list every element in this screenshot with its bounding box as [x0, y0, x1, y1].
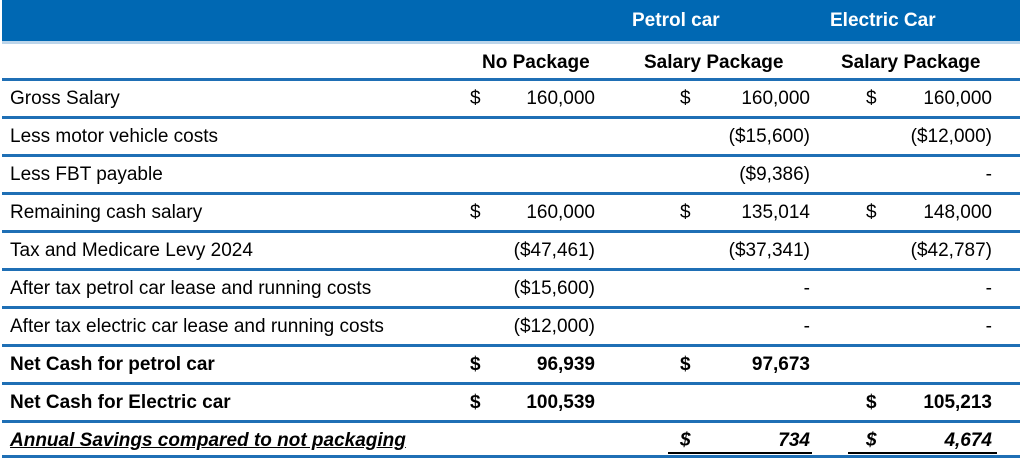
petrol-value: ($9,386): [739, 164, 810, 185]
petrol-value: -: [803, 278, 810, 299]
no-package-currency: $: [470, 354, 481, 375]
electric-currency: $: [866, 202, 877, 223]
electric-value: -: [985, 316, 992, 337]
table-row: Less FBT payable ($9,386) -: [2, 154, 1020, 192]
row-label: Tax and Medicare Levy 2024: [10, 240, 253, 261]
row-label: Less motor vehicle costs: [10, 126, 219, 147]
no-package-value: 96,939: [536, 354, 595, 375]
electric-value: 4,674: [944, 430, 992, 451]
no-package-currency: $: [470, 202, 481, 223]
subheader-petrol-salary-package: Salary Package: [644, 52, 784, 73]
row-label: Annual Savings compared to not packaging: [10, 430, 406, 451]
row-label: After tax electric car lease and running…: [10, 316, 384, 337]
petrol-currency: $: [680, 430, 691, 451]
electric-value: 148,000: [923, 202, 992, 223]
total-underline: [668, 452, 812, 454]
no-package-currency: $: [470, 88, 481, 109]
subheader-electric-salary-package: Salary Package: [841, 52, 981, 73]
petrol-value: 97,673: [751, 354, 810, 375]
no-package-currency: $: [470, 392, 481, 413]
petrol-value: -: [803, 316, 810, 337]
row-label: After tax petrol car lease and running c…: [10, 278, 372, 299]
petrol-value: ($15,600): [728, 126, 810, 147]
no-package-value: 100,539: [526, 392, 595, 413]
table-row: Tax and Medicare Levy 2024 ($47,461) ($37,…: [2, 230, 1020, 268]
no-package-value: ($47,461): [513, 240, 595, 261]
table-row: After tax petrol car lease and running c…: [2, 268, 1020, 306]
header-electric-car: Electric Car: [830, 10, 936, 31]
electric-value: ($42,787): [910, 240, 992, 261]
no-package-value: 160,000: [526, 88, 595, 109]
electric-currency: $: [866, 430, 877, 451]
electric-value: -: [985, 278, 992, 299]
electric-currency: $: [866, 88, 877, 109]
petrol-currency: $: [680, 88, 691, 109]
table-row: Net Cash for Electric car $100,539 $105,21…: [2, 382, 1020, 420]
row-label: Gross Salary: [10, 88, 120, 109]
table-header-band: Petrol car Electric Car: [2, 0, 1020, 41]
table-row: After tax electric car lease and running…: [2, 306, 1020, 344]
header-petrol-car: Petrol car: [632, 10, 720, 31]
electric-currency: $: [866, 392, 877, 413]
electric-value: 160,000: [923, 88, 992, 109]
electric-value: -: [985, 164, 992, 185]
table-row: Less motor vehicle costs ($15,600) ($12,00…: [2, 116, 1020, 154]
row-label: Net Cash for petrol car: [10, 354, 215, 375]
table-row: Annual Savings compared to not packaging…: [2, 420, 1020, 458]
total-underline: [848, 452, 997, 454]
no-package-value: 160,000: [526, 202, 595, 223]
petrol-currency: $: [680, 202, 691, 223]
row-label: Less FBT payable: [10, 164, 163, 185]
petrol-value: ($37,341): [728, 240, 810, 261]
petrol-currency: $: [680, 354, 691, 375]
electric-value: 105,213: [923, 392, 992, 413]
subheader-no-package: No Package: [482, 52, 590, 73]
table-subheader: No Package Salary Package Salary Package: [2, 41, 1020, 78]
petrol-value: 160,000: [741, 88, 810, 109]
row-label: Remaining cash salary: [10, 202, 203, 223]
table-row: Net Cash for petrol car $96,939 $97,673: [2, 344, 1020, 382]
petrol-value: 135,014: [741, 202, 810, 223]
electric-value: ($12,000): [910, 126, 992, 147]
table-row: Gross Salary $160,000 $160,000 $160,000: [2, 78, 1020, 116]
no-package-value: ($15,600): [513, 278, 595, 299]
row-label: Net Cash for Electric car: [10, 392, 231, 413]
petrol-value: 734: [778, 430, 810, 451]
table-row: Remaining cash salary $160,000 $135,014 $14…: [2, 192, 1020, 230]
no-package-value: ($12,000): [513, 316, 595, 337]
